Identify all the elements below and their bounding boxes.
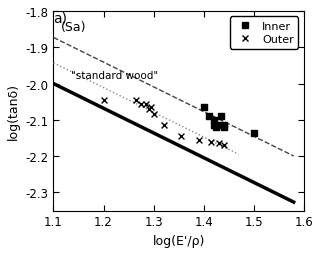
Point <box>148 106 154 110</box>
Legend: Inner, Outer: Inner, Outer <box>230 18 298 50</box>
Point <box>221 144 226 148</box>
Y-axis label: log(tanδ): log(tanδ) <box>7 83 20 140</box>
Point <box>216 142 221 146</box>
Text: "standard wood": "standard wood" <box>71 71 158 81</box>
Point <box>206 115 211 119</box>
Point <box>221 124 226 128</box>
Point <box>211 124 216 128</box>
Point <box>216 124 221 128</box>
Text: a): a) <box>53 12 68 26</box>
Point <box>179 135 184 139</box>
Point <box>196 138 201 142</box>
Point <box>251 131 256 135</box>
Point <box>221 125 226 130</box>
Point <box>146 107 151 112</box>
Point <box>133 99 139 103</box>
Point <box>139 102 144 106</box>
Point <box>161 124 166 128</box>
Point <box>101 99 106 103</box>
Text: (Sa): (Sa) <box>61 21 86 34</box>
Point <box>213 125 219 130</box>
Point <box>201 106 206 110</box>
Point <box>219 115 224 119</box>
Point <box>209 140 214 144</box>
Point <box>151 113 156 117</box>
Point <box>211 118 216 122</box>
X-axis label: log(E'/ρ): log(E'/ρ) <box>152 234 205 247</box>
Point <box>143 102 148 106</box>
